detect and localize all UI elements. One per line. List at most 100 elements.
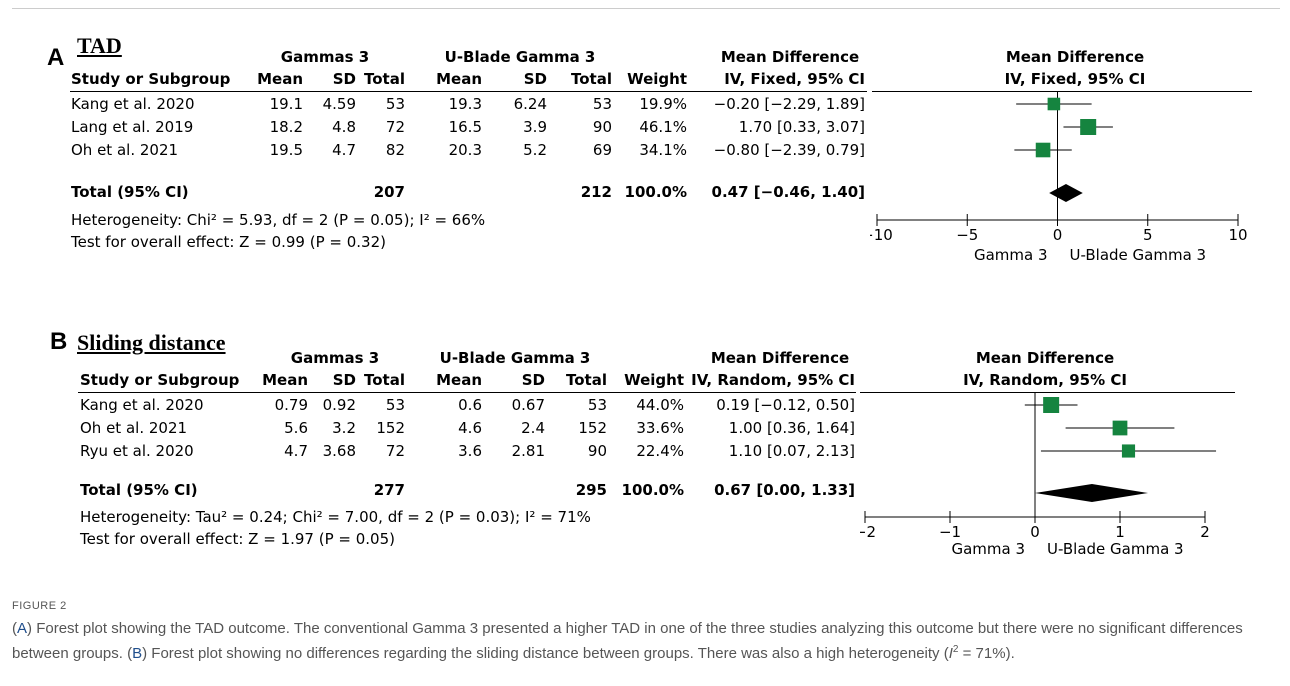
col-sd1: SD [332, 371, 356, 389]
tick-label: −10 [870, 226, 893, 244]
col-mean1: Mean [257, 70, 303, 88]
caption-i2-value: = 71%). [962, 645, 1015, 662]
cell-mean2: 4.6 [458, 419, 482, 437]
cell-n1: 82 [385, 141, 405, 159]
cell-name: Ryu et al. 2020 [80, 442, 194, 460]
figure-caption: (A) Forest plot showing the TAD outcome.… [12, 618, 1278, 664]
cell-n2: 152 [578, 419, 607, 437]
effect-square [1035, 142, 1051, 158]
cell-sd1: 4.8 [332, 118, 356, 136]
cell-mean2: 0.6 [458, 396, 482, 414]
panel-letter: A [47, 44, 65, 71]
cell-ci: 1.10 [0.07, 2.13] [728, 442, 855, 460]
cell-n2: 90 [592, 118, 612, 136]
cell-sd2: 3.9 [523, 118, 547, 136]
total-n2: 295 [575, 481, 607, 499]
col-total1: Total [364, 70, 405, 88]
total-name: Total (95% CI) [80, 481, 198, 499]
cell-ci: 0.19 [−0.12, 0.50] [716, 396, 855, 414]
forest-plot-a: −10 −5 0 5 10 Gamma 3 U-Blade Gamma 3 [870, 92, 1248, 264]
plot-header-1: Mean Difference [1005, 48, 1145, 66]
cell-sd2: 6.24 [513, 95, 547, 113]
favours-left: Gamma 3 [974, 246, 1048, 264]
cell-mean1: 0.79 [274, 396, 308, 414]
col-total1: Total [364, 371, 405, 389]
effect-square [1121, 444, 1136, 458]
tick-label: −2 [860, 523, 876, 541]
total-ci: 0.47 [−0.46, 1.40] [711, 183, 865, 201]
favours-right: U-Blade Gamma 3 [1047, 540, 1184, 558]
caption-b-text: Forest plot showing no differences regar… [151, 645, 949, 662]
total-n1: 277 [373, 481, 405, 499]
cell-sd2: 0.67 [511, 396, 545, 414]
cell-n1: 152 [376, 419, 405, 437]
tick-label: 0 [1030, 523, 1040, 541]
figure-frame [12, 8, 1280, 589]
col-study: Study or Subgroup [71, 70, 231, 88]
caption-b-label: B [132, 645, 143, 662]
header-rule [78, 392, 856, 393]
total-ci: 0.67 [0.00, 1.33] [714, 481, 855, 499]
group2-header: U-Blade Gamma 3 [444, 48, 596, 66]
panel-title: TAD [77, 33, 122, 58]
cell-weight: 19.9% [639, 95, 687, 113]
col-sd2: SD [523, 70, 547, 88]
cell-mean1: 18.2 [269, 118, 303, 136]
heterogeneity: Heterogeneity: Chi² = 5.93, df = 2 (P = … [71, 211, 486, 229]
heterogeneity: Heterogeneity: Tau² = 0.24; Chi² = 7.00,… [80, 508, 591, 526]
cell-name: Oh et al. 2021 [71, 141, 179, 159]
caption-paren: ( [12, 620, 17, 637]
cell-mean2: 20.3 [448, 141, 482, 159]
favours-left: Gamma 3 [951, 540, 1025, 558]
tick-label: −5 [956, 226, 978, 244]
col-study: Study or Subgroup [80, 371, 240, 389]
effect-square [1080, 119, 1097, 135]
cell-weight: 46.1% [639, 118, 687, 136]
total-weight: 100.0% [621, 481, 684, 499]
pooled-diamond [1035, 484, 1149, 502]
caption-a-label: A [17, 620, 28, 637]
effect-header: Mean Difference [710, 349, 850, 367]
col-total2: Total [566, 371, 607, 389]
cell-mean2: 16.5 [448, 118, 482, 136]
col-total2: Total [571, 70, 612, 88]
cell-mean1: 19.5 [269, 141, 303, 159]
cell-sd2: 2.81 [511, 442, 545, 460]
plot-header-2: IV, Random, 95% CI [963, 371, 1127, 389]
plot-header-2: IV, Fixed, 95% CI [1004, 70, 1146, 88]
cell-weight: 22.4% [636, 442, 684, 460]
total-weight: 100.0% [624, 183, 687, 201]
cell-sd2: 2.4 [521, 419, 545, 437]
cell-n2: 90 [587, 442, 607, 460]
cell-sd1: 4.7 [332, 141, 356, 159]
cell-n2: 53 [592, 95, 612, 113]
caption-i2-sup: 2 [952, 644, 959, 655]
cell-sd1: 3.2 [332, 419, 356, 437]
caption-paren: ) [27, 620, 33, 637]
cell-n1: 53 [385, 396, 405, 414]
col-ci: IV, Fixed, 95% CI [724, 70, 865, 88]
group2-header: U-Blade Gamma 3 [439, 349, 591, 367]
favours-right: U-Blade Gamma 3 [1070, 246, 1207, 264]
caption-paren: ( [127, 645, 133, 662]
col-sd2: SD [521, 371, 545, 389]
plot-header-1: Mean Difference [975, 349, 1115, 367]
cell-n1: 72 [385, 442, 405, 460]
tick-label: 0 [1053, 226, 1063, 244]
cell-name: Kang et al. 2020 [80, 396, 204, 414]
panel-letter: B [50, 328, 68, 355]
group1-header: Gammas 3 [290, 349, 380, 367]
caption-paren: ) [142, 645, 148, 662]
tick-label: 1 [1115, 523, 1125, 541]
col-mean2: Mean [436, 371, 482, 389]
pooled-diamond [1049, 184, 1083, 202]
cell-ci: −0.20 [−2.29, 1.89] [713, 95, 865, 113]
effect-square [1047, 97, 1061, 111]
effect-header: Mean Difference [720, 48, 860, 66]
panel-title: Sliding distance [77, 330, 226, 355]
tick-label: 2 [1200, 523, 1210, 541]
cell-n2: 53 [587, 396, 607, 414]
col-sd1: SD [332, 70, 356, 88]
figure-label: FIGURE 2 [12, 600, 67, 612]
total-n1: 207 [373, 183, 405, 201]
